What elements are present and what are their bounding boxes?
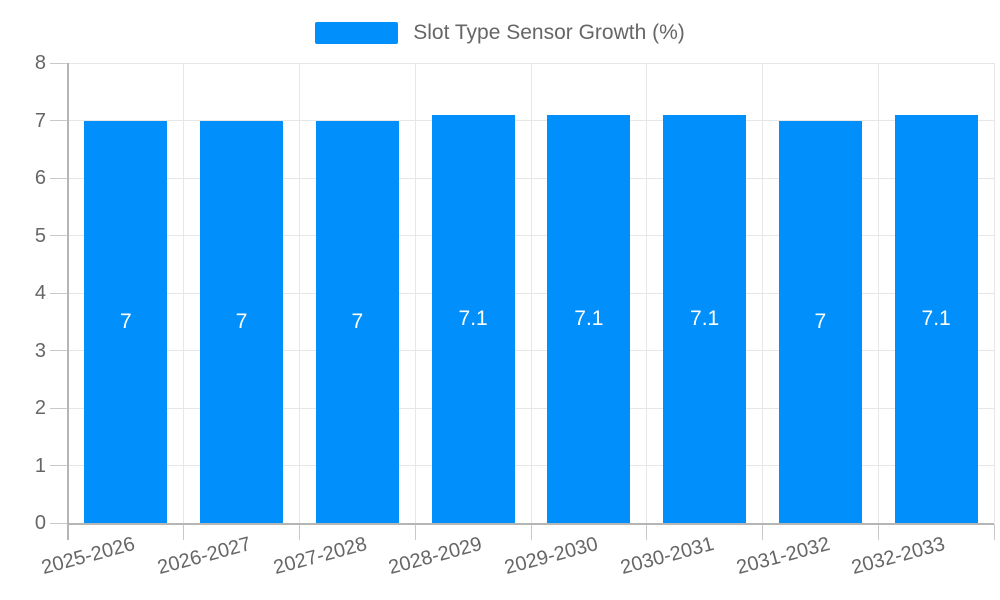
bar[interactable] xyxy=(778,120,862,523)
y-axis-line xyxy=(67,63,69,540)
gridline-v xyxy=(646,63,648,523)
y-tick xyxy=(50,292,68,294)
y-tick xyxy=(50,350,68,351)
gridline-v xyxy=(877,63,879,523)
x-axis-label: 2032-2033 xyxy=(849,533,948,580)
x-tick xyxy=(646,524,648,540)
legend-swatch xyxy=(315,22,399,44)
bar[interactable] xyxy=(663,114,747,523)
bar-value-label: 7.1 xyxy=(574,306,604,330)
y-axis-label: 0 xyxy=(34,512,46,534)
gridline-v xyxy=(993,63,995,523)
x-axis-line xyxy=(68,523,994,525)
bar-value-label: 7 xyxy=(235,309,248,333)
bar[interactable] xyxy=(547,114,631,523)
x-tick xyxy=(530,524,532,540)
legend[interactable]: Slot Type Sensor Growth (%) xyxy=(0,21,1000,45)
y-tick xyxy=(50,235,68,236)
x-axis-label: 2029-2030 xyxy=(502,533,601,580)
x-tick xyxy=(762,524,763,540)
x-axis-label: 2030-2031 xyxy=(618,533,717,580)
x-axis-label: 2031-2032 xyxy=(733,533,833,580)
x-axis-label: 2028-2029 xyxy=(386,533,485,580)
gridline-v xyxy=(299,63,300,523)
y-tick xyxy=(50,177,68,179)
x-tick xyxy=(183,524,185,540)
y-tick xyxy=(50,522,68,524)
y-axis-label: 2 xyxy=(34,397,46,419)
bar[interactable] xyxy=(315,120,399,523)
y-axis-label: 5 xyxy=(34,224,46,247)
x-tick xyxy=(299,524,300,540)
bar-value-label: 7.1 xyxy=(921,306,951,330)
bar-value-label: 7 xyxy=(814,309,827,333)
bar-value-label: 7 xyxy=(351,309,364,333)
bar[interactable] xyxy=(431,114,515,523)
x-axis-label: 2025-2026 xyxy=(39,533,138,580)
bar[interactable] xyxy=(84,120,168,523)
bar-value-label: 7 xyxy=(120,309,132,333)
y-axis-label: 3 xyxy=(34,339,46,362)
x-tick xyxy=(414,524,416,540)
bar-value-label: 7.1 xyxy=(690,306,720,330)
y-axis-label: 8 xyxy=(34,52,46,74)
bar[interactable] xyxy=(894,114,978,523)
gridline-v xyxy=(762,63,763,523)
y-tick xyxy=(50,120,68,121)
gridline-v xyxy=(183,63,185,523)
bar-value-label: 7.1 xyxy=(458,306,488,330)
gridline-v xyxy=(530,63,532,523)
y-axis-label: 7 xyxy=(34,109,46,132)
y-tick xyxy=(50,465,68,466)
y-axis-label: 1 xyxy=(34,454,46,477)
y-tick xyxy=(50,407,68,409)
y-tick xyxy=(50,62,68,64)
gridline-v xyxy=(414,63,416,523)
y-axis-label: 6 xyxy=(34,167,46,189)
x-axis-label: 2026-2027 xyxy=(155,533,254,580)
x-axis-label: 2027-2028 xyxy=(270,533,370,580)
x-tick xyxy=(993,524,995,540)
legend-label: Slot Type Sensor Growth (%) xyxy=(413,21,685,44)
bar[interactable] xyxy=(200,120,284,523)
y-axis-label: 4 xyxy=(34,282,46,304)
x-tick xyxy=(877,524,879,540)
